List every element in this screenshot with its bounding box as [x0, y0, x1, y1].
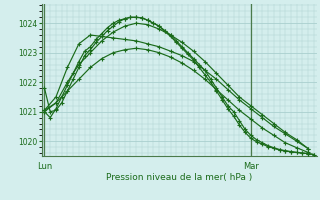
X-axis label: Pression niveau de la mer( hPa ): Pression niveau de la mer( hPa ) [106, 173, 252, 182]
